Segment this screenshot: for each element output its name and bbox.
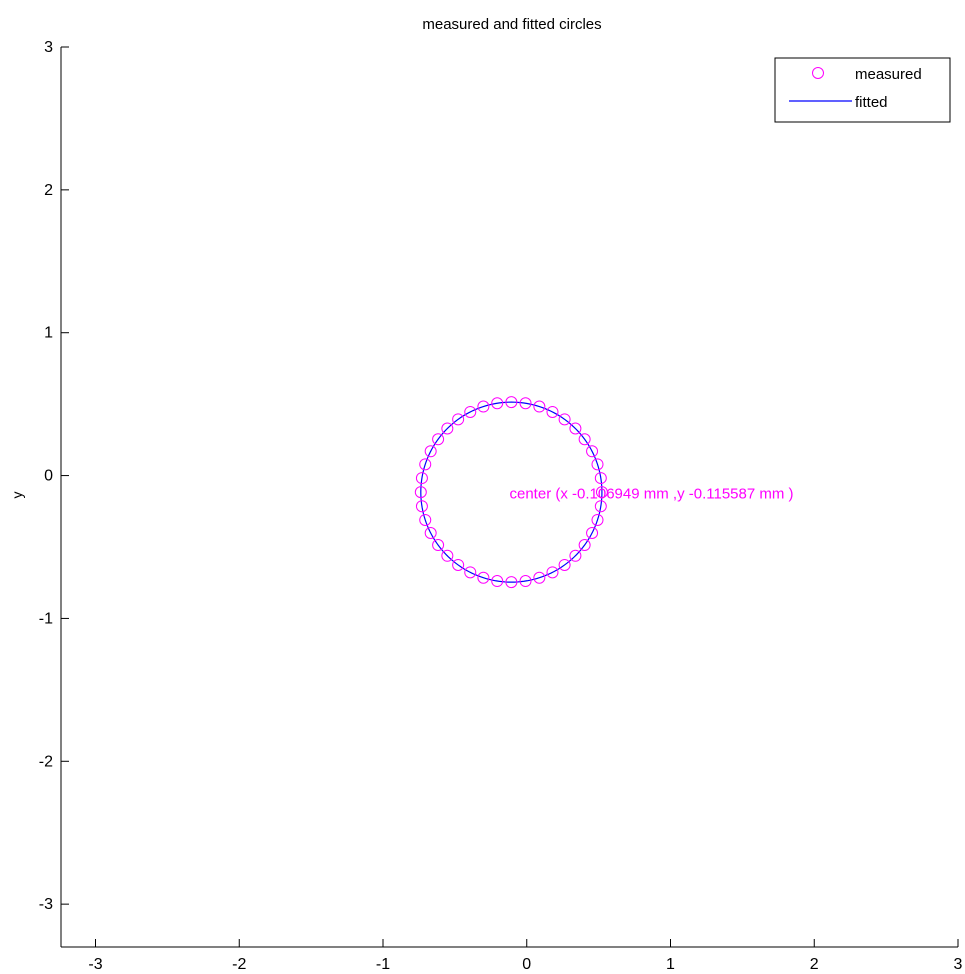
measured-point	[578, 433, 591, 446]
measured-point	[432, 539, 445, 552]
measured-point	[424, 527, 437, 540]
y-tick-label: -1	[39, 610, 53, 627]
legend-marker-measured	[812, 67, 824, 79]
legend-label-measured: measured	[855, 66, 922, 83]
measured-point	[594, 500, 607, 513]
measured-point	[533, 400, 546, 413]
legend: measured fitted	[774, 57, 951, 123]
measured-point	[569, 422, 582, 435]
y-tick-label: 0	[44, 468, 53, 485]
x-tick-label: 0	[522, 956, 531, 973]
measured-point	[546, 405, 559, 418]
measured-point	[491, 575, 504, 588]
y-tick-label: 3	[44, 39, 53, 56]
y-tick-label: 1	[44, 325, 53, 342]
plot-area: center (x -0.106949 mm ,y -0.115587 mm )	[414, 396, 794, 589]
x-tick-label: 1	[666, 956, 675, 973]
measured-point	[558, 413, 571, 426]
axes: -3 -2 -1 0 1 2 3 -3 -2 -1 0 1 2 3	[39, 39, 963, 973]
measured-point	[594, 472, 607, 485]
measured-point	[595, 486, 608, 499]
measured-point	[432, 433, 445, 446]
measured-point	[415, 472, 428, 485]
measured-point	[519, 575, 532, 588]
measured-point	[414, 486, 427, 499]
measured-point	[452, 558, 465, 571]
measured-point	[419, 458, 432, 471]
measured-point	[533, 571, 546, 584]
legend-box	[774, 57, 951, 123]
measured-point	[424, 445, 437, 458]
measured-point	[505, 576, 518, 589]
measured-point	[591, 458, 604, 471]
measured-point	[415, 500, 428, 513]
y-tick-label: -2	[39, 753, 53, 770]
center-annotation: center (x -0.106949 mm ,y -0.115587 mm )	[510, 486, 794, 503]
measured-point	[441, 549, 454, 562]
measured-point	[505, 396, 518, 409]
y-tick-label: -3	[39, 896, 53, 913]
measured-point	[558, 558, 571, 571]
fitted-line	[420, 401, 603, 583]
measured-point	[464, 566, 477, 579]
measured-point	[464, 405, 477, 418]
measured-point	[441, 422, 454, 435]
measured-point	[419, 513, 432, 526]
x-tick-label: -3	[88, 956, 102, 973]
x-tick-label: -1	[376, 956, 390, 973]
measured-point	[491, 397, 504, 410]
legend-label-fitted: fitted	[855, 94, 888, 111]
measured-point	[586, 527, 599, 540]
x-tick-label: 3	[954, 956, 963, 973]
x-tick-label: 2	[810, 956, 819, 973]
chart-title: measured and fitted circles	[422, 16, 601, 33]
measured-point	[569, 549, 582, 562]
measured-point	[477, 571, 490, 584]
x-tick-label: -2	[232, 956, 246, 973]
measured-point	[591, 513, 604, 526]
y-tick-label: 2	[44, 182, 53, 199]
measured-point	[586, 445, 599, 458]
measured-point	[578, 539, 591, 552]
measured-point	[519, 397, 532, 410]
y-axis-label: y	[9, 492, 25, 499]
measured-point	[452, 413, 465, 426]
measured-point	[477, 400, 490, 413]
measured-point	[546, 566, 559, 579]
